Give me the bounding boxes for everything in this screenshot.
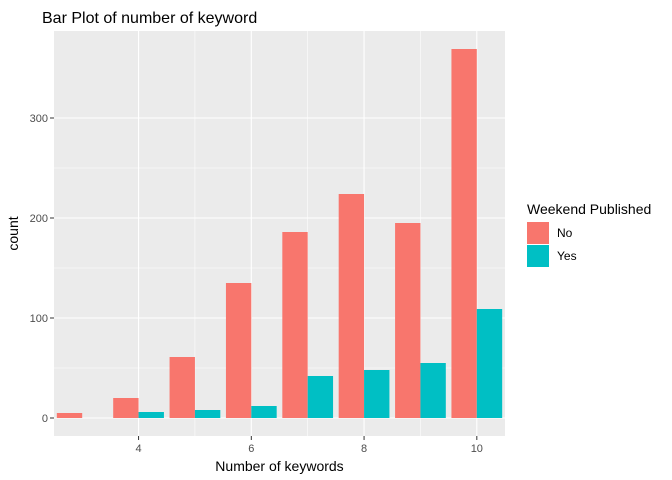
legend-label-no: No — [557, 226, 573, 240]
bar-no-10 — [451, 49, 477, 418]
bar-no-5 — [169, 357, 195, 418]
y-tick-label: 0 — [42, 413, 48, 425]
bar-yes-10 — [476, 309, 503, 418]
bar-yes-4 — [138, 412, 164, 418]
bar-no-4 — [113, 398, 139, 418]
x-tick-label: 10 — [471, 443, 483, 455]
bar-yes-8 — [364, 370, 390, 418]
legend-title: Weekend Published — [527, 201, 651, 217]
y-tick-label: 100 — [30, 313, 48, 325]
y-tick-label: 300 — [30, 113, 48, 125]
bar-no-3 — [56, 413, 83, 418]
y-tick-label: 200 — [30, 213, 48, 225]
bars — [56, 49, 503, 418]
bar-no-6 — [225, 283, 252, 418]
x-tick-label: 8 — [361, 443, 367, 455]
y-axis-title: count — [5, 216, 21, 250]
legend: Weekend Published No Yes — [527, 201, 651, 267]
bar-yes-9 — [420, 363, 446, 418]
x-axis-title: Number of keywords — [215, 458, 343, 474]
legend-key-no — [527, 222, 549, 244]
bar-yes-6 — [251, 406, 277, 418]
bar-yes-5 — [194, 410, 221, 418]
bar-yes-7 — [307, 376, 334, 418]
chart-title: Bar Plot of number of keyword — [42, 10, 257, 27]
bar-no-9 — [395, 223, 421, 418]
x-tick-label: 6 — [248, 443, 254, 455]
legend-key-yes — [527, 245, 549, 267]
bar-no-7 — [282, 232, 308, 418]
bar-no-8 — [338, 194, 365, 418]
x-tick-label: 4 — [136, 443, 142, 455]
legend-label-yes: Yes — [557, 249, 577, 263]
